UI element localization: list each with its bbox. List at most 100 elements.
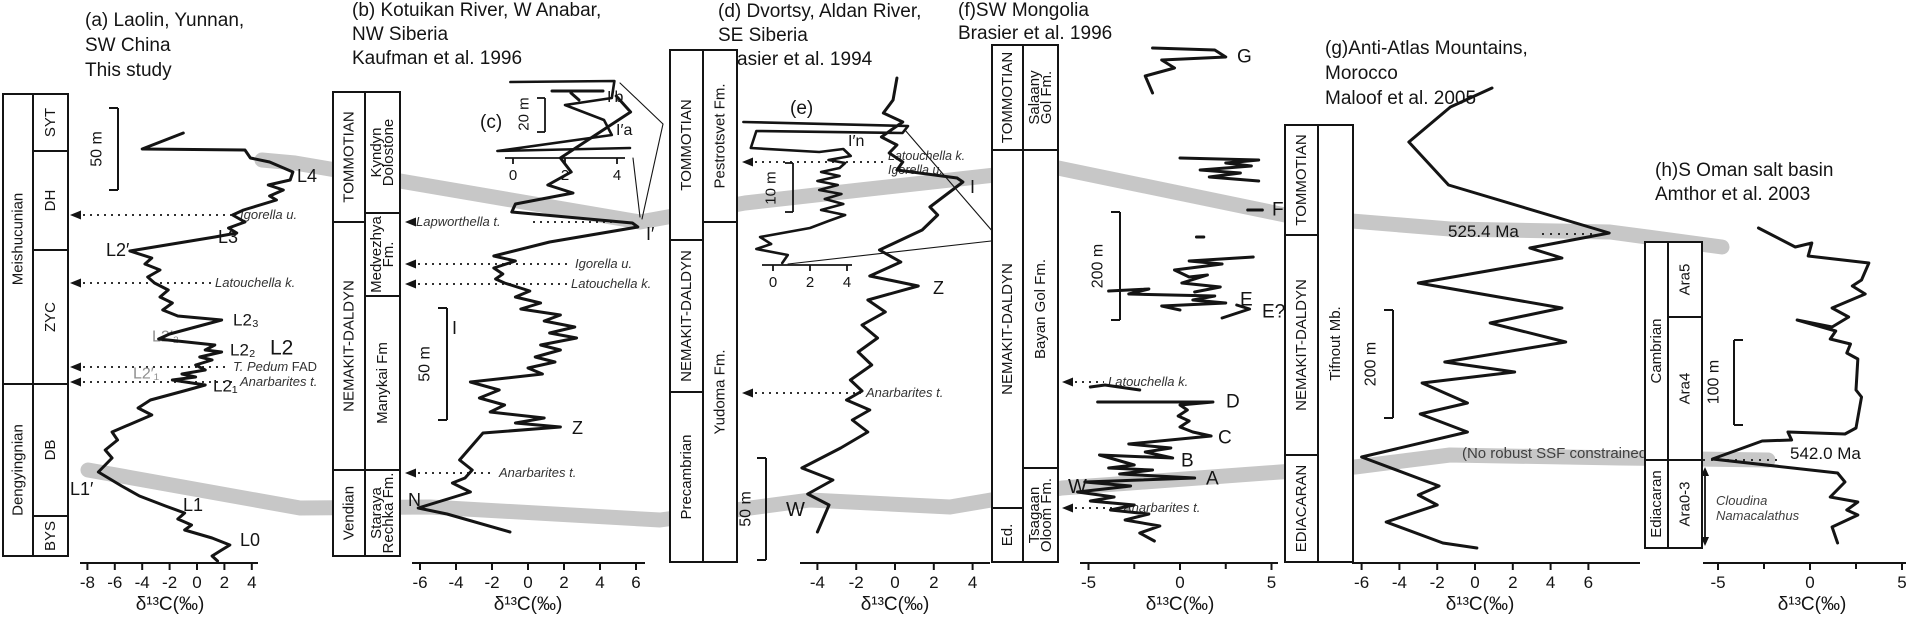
axis-tick-label: 2 bbox=[220, 573, 229, 592]
fossil-range-label: Namacalathus bbox=[1716, 508, 1800, 523]
curve-label-L2′: L2′ bbox=[106, 240, 130, 260]
strat-label-f: TOMMOTIAN bbox=[999, 52, 1016, 143]
d13c-curve-c bbox=[496, 79, 632, 153]
arrowhead-icon bbox=[742, 388, 753, 398]
d13c-curve-f bbox=[1107, 287, 1228, 312]
curve-label-I: I bbox=[970, 177, 975, 197]
biozone-label: Latouchella k. bbox=[1108, 374, 1188, 389]
strat-label-b: TOMMOTIAN bbox=[341, 111, 358, 202]
panel-a-header: This study bbox=[85, 60, 172, 81]
curve-label-E?: E? bbox=[1262, 302, 1285, 323]
biozone-label: Latouchella k. bbox=[215, 275, 295, 290]
axis-tick-label: -4 bbox=[1392, 573, 1407, 592]
inset-fan-line bbox=[632, 157, 641, 218]
strat-cell-f bbox=[1022, 44, 1059, 151]
axis-tick-label: 0 bbox=[523, 573, 532, 592]
biozone-label: T. Pedum FAD bbox=[233, 359, 317, 374]
axis-tick-label: 2 bbox=[929, 573, 938, 592]
arrowhead-icon bbox=[742, 157, 753, 167]
scale-bar-label: 50 m bbox=[738, 491, 755, 527]
strat-cell-g bbox=[1284, 124, 1319, 236]
curve-label-L4: L4 bbox=[297, 166, 317, 186]
panel-f-header: Brasier et al. 1996 bbox=[958, 23, 1112, 44]
strat-cell-a bbox=[32, 249, 69, 385]
axis-tick-label: 0 bbox=[890, 573, 899, 592]
strat-cell-g bbox=[1317, 124, 1354, 563]
axis-tick-label: 0 bbox=[1805, 573, 1814, 592]
curve-label-W: W bbox=[1068, 476, 1087, 498]
d13c-curve-g bbox=[1360, 86, 1611, 550]
age-label: 525.4 Ma bbox=[1448, 222, 1519, 241]
strat-label-b: Rechka Fm. bbox=[380, 473, 397, 554]
strat-cell-b bbox=[364, 212, 401, 297]
curve-label-Z: Z bbox=[933, 278, 944, 298]
band-note: (No robust SSF constrained) bbox=[1462, 445, 1652, 462]
panel-f-header: (f)SW Mongolia bbox=[958, 0, 1089, 21]
inset-curve-label: I′n bbox=[848, 133, 864, 150]
curve-label-A: A bbox=[1206, 469, 1219, 490]
biozone-label: Igorella u. bbox=[575, 256, 632, 271]
biozone-label: Latouchella k. bbox=[888, 149, 965, 163]
strat-label-h: Ara4 bbox=[1677, 373, 1694, 405]
strat-cell-d bbox=[669, 391, 704, 563]
axis-tick-label: -6 bbox=[1354, 573, 1369, 592]
strat-label-a: BYS bbox=[42, 521, 59, 551]
strat-label-h: Cambrian bbox=[1648, 318, 1665, 383]
curve-label-L2₁: L2₁ bbox=[213, 377, 238, 396]
axis-tick-label: 4 bbox=[595, 573, 604, 592]
strat-cell-b bbox=[364, 91, 401, 214]
curve-label-I: I bbox=[452, 318, 457, 338]
curve-label-C: C bbox=[1218, 428, 1232, 449]
axis-tick-label: -2 bbox=[484, 573, 499, 592]
curve-label-L2₃: L2₃ bbox=[233, 311, 259, 330]
curve-label-N: N bbox=[408, 490, 421, 510]
strat-cell-a bbox=[32, 93, 69, 152]
strat-label-d: NEMAKIT-DALDYN bbox=[678, 250, 695, 382]
d13c-curve-a bbox=[96, 131, 295, 563]
biozone-label: Anarbarites t. bbox=[1122, 500, 1200, 515]
strat-cell-b bbox=[332, 221, 366, 471]
axis-tick-label: -5 bbox=[1081, 573, 1096, 592]
arrow-down-icon bbox=[1701, 537, 1709, 546]
arrowhead-icon bbox=[1062, 377, 1073, 387]
strat-label-b: Dolostone bbox=[380, 119, 397, 187]
strat-label-a: DB bbox=[42, 440, 59, 461]
inset-fan-line bbox=[904, 129, 1001, 241]
axis-tick-label: -4 bbox=[810, 573, 825, 592]
d13c-curve-f bbox=[1143, 46, 1228, 95]
curve-label-E: E bbox=[1240, 290, 1253, 311]
panel-b-header: Kaufman et al. 1996 bbox=[352, 48, 522, 69]
arrowhead-icon bbox=[405, 217, 416, 227]
strat-label-d: Pestrotsvet Fm. bbox=[712, 83, 729, 188]
strat-label-d: TOMMOTIAN bbox=[678, 99, 695, 190]
biozone-label: Anarbarites t. bbox=[498, 465, 576, 480]
curve-label-L2′₁: L2′₁ bbox=[133, 366, 159, 383]
panel-h-header: Amthor et al. 2003 bbox=[1655, 184, 1810, 205]
strat-label-a: DH bbox=[42, 190, 59, 212]
panel-d-header: Brasier et al. 1994 bbox=[718, 49, 873, 70]
inset-tick-label: 2 bbox=[806, 274, 814, 291]
panel-d-header: (d) Dvortsy, Aldan River, bbox=[718, 1, 921, 22]
panel-a-header: (a) Laolin, Yunnan, bbox=[85, 10, 244, 31]
arrowhead-icon bbox=[70, 278, 81, 288]
strat-label-h: Ara0-3 bbox=[1677, 481, 1694, 526]
axis-title: δ¹³C(‰) bbox=[1146, 594, 1215, 615]
curve-label-Z: Z bbox=[572, 418, 583, 438]
curve-label-L1′: L1′ bbox=[70, 479, 94, 499]
strat-label-b: Staraya bbox=[368, 486, 385, 538]
scale-bar-label: 200 m bbox=[1090, 244, 1107, 288]
inset-fan-line bbox=[619, 82, 664, 125]
strat-label-f: Gol Fm. bbox=[1038, 71, 1055, 124]
inset-tick-label: 4 bbox=[613, 167, 621, 184]
axis-tick-label: -4 bbox=[448, 573, 463, 592]
curve-label-L0: L0 bbox=[240, 530, 260, 550]
strat-label-f: Tsagaan bbox=[1026, 487, 1043, 544]
strat-cell-h bbox=[1667, 316, 1703, 461]
scale-bar-label: 200 m bbox=[1363, 342, 1380, 386]
inset-curve-mark bbox=[569, 91, 581, 102]
arrowhead-icon bbox=[405, 259, 416, 269]
inset-curve-label: I′a bbox=[616, 122, 632, 139]
d13c-curve-f bbox=[1220, 303, 1252, 320]
axis-title: δ¹³C(‰) bbox=[1446, 594, 1515, 615]
